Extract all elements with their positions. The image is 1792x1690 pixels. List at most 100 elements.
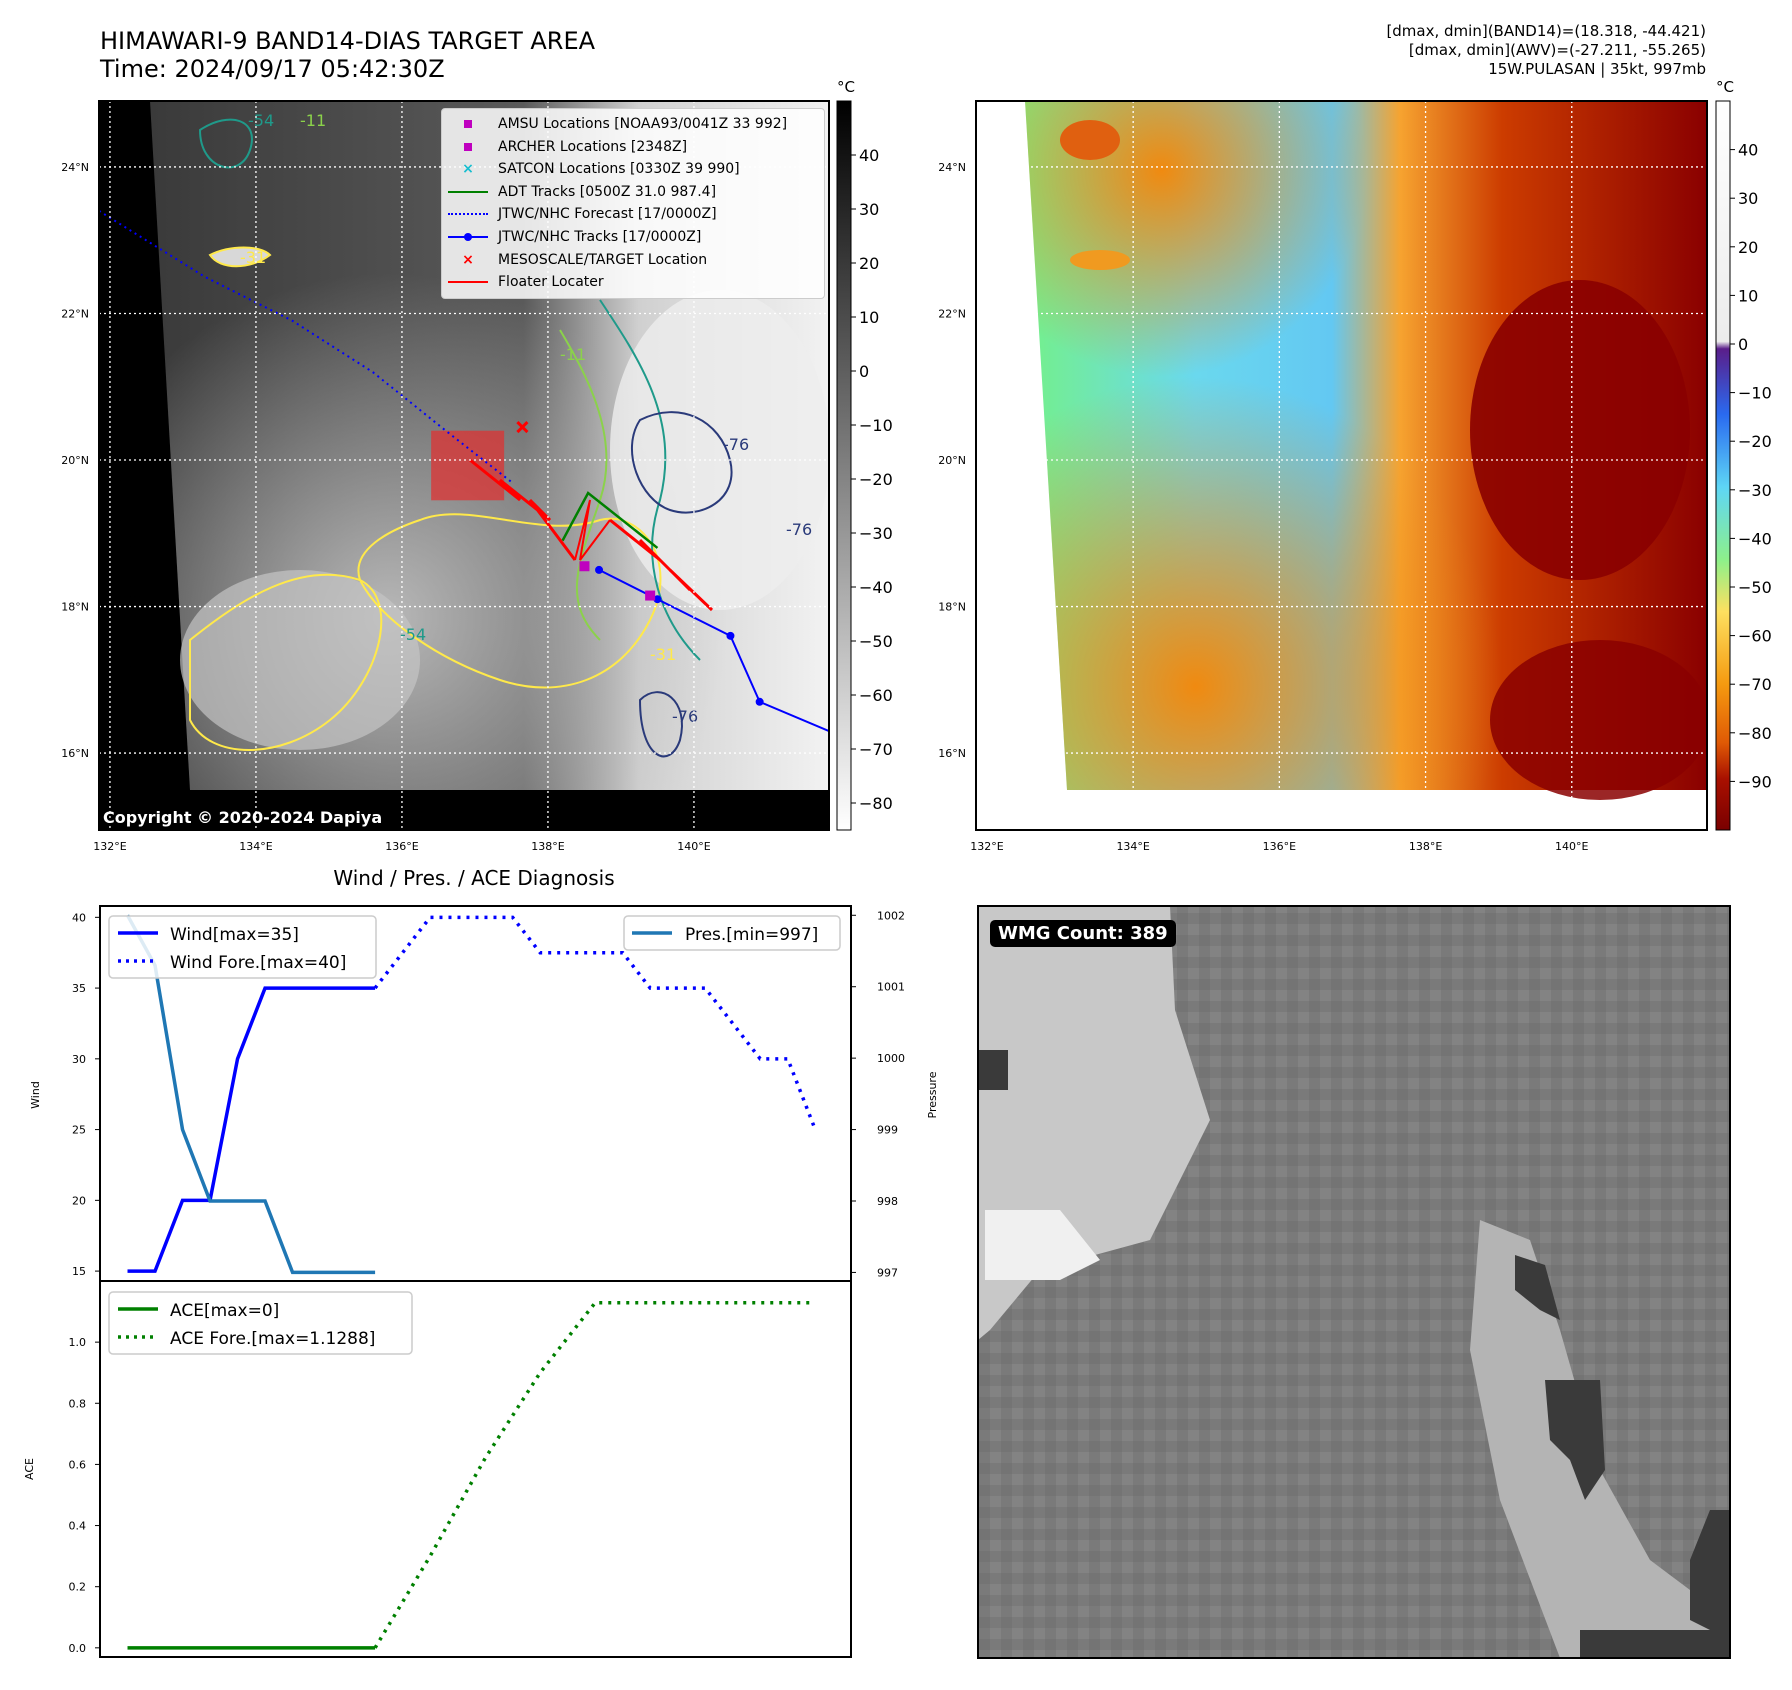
colorbar-tick-label: −30 — [1738, 481, 1772, 500]
ir-colorbar-ticks: 40 30 20 10 0 −10 −20 −30 −40 −50 −60 −70 −80 — [851, 146, 893, 813]
colorbar-tick-label: 30 — [1738, 189, 1758, 208]
wind-ylabel: Wind — [29, 1081, 42, 1109]
lon-tick-label: 136°E — [385, 840, 418, 853]
colorbar-tick-label: 40 — [1738, 141, 1758, 160]
legend-ace-label: ACE[max=0] — [170, 1301, 279, 1321]
wind-axis-ticks: 15 20 25 30 35 40 — [72, 911, 100, 1278]
ir-legend-item: JTWC/NHC Forecast [17/0000Z] — [448, 203, 818, 226]
lat-tick-label: 24°N — [61, 161, 89, 174]
colorbar-tick-label: −60 — [1738, 627, 1772, 646]
title-line2: Time: 2024/09/17 05:42:30Z — [100, 55, 445, 83]
pressure-tick-label: 1002 — [877, 909, 905, 922]
ace-tick-label: 0.4 — [69, 1520, 87, 1533]
wmg-frame — [977, 905, 1731, 1659]
legend-wind-label: Wind[max=35] — [170, 925, 299, 945]
pressure-legend[interactable]: Pres.[min=997] — [623, 915, 841, 951]
wmg-panel — [977, 905, 1731, 1659]
colorbar-tick-label: −50 — [1738, 578, 1772, 597]
wv-map — [976, 101, 1707, 830]
colorbar-tick-label: 20 — [1738, 238, 1758, 257]
ir-legend-swatch — [448, 136, 488, 159]
wv-gridlines — [976, 101, 1707, 830]
ir-colorbar-unit: °C — [837, 78, 855, 96]
ace-axis-ticks: 0.0 0.2 0.4 0.6 0.8 1.0 — [69, 1336, 100, 1655]
info-line2: [dmax, dmin](AWV)=(-27.211, -55.265) — [1408, 41, 1706, 59]
colorbar-tick-label: 0 — [859, 362, 869, 381]
colorbar-tick-label: −80 — [859, 794, 893, 813]
ir-legend-label: SATCON Locations [0330Z 39 990] — [498, 161, 740, 178]
figure-title: HIMAWARI-9 BAND14-DIAS TARGET AREA Time:… — [100, 27, 595, 83]
wmg-cold-pixels-b — [1545, 1380, 1605, 1500]
lat-tick-label: 18°N — [938, 601, 966, 614]
wv-cold-core — [1470, 280, 1690, 580]
wind-legend[interactable]: Wind[max=35] Wind Fore.[max=40] — [108, 915, 377, 979]
colorbar-tick-label: −90 — [1738, 772, 1772, 791]
contour-coldest-south — [638, 691, 683, 758]
lat-tick-label: 20°N — [61, 454, 89, 467]
contour-label: -76 — [723, 435, 749, 454]
ir-legend[interactable]: AMSU Locations [NOAA93/0041Z 33 992] ARCH… — [441, 108, 825, 299]
ir-legend-item: AMSU Locations [NOAA93/0041Z 33 992] — [448, 113, 818, 136]
jtwc-track-point — [595, 565, 604, 574]
contour-labels: -54 -11 -31 -76 -76 -76 -54 -31 -11 — [240, 111, 812, 726]
contour-label: -11 — [300, 111, 326, 130]
pressure-line — [125, 914, 376, 1275]
ir-legend-label: MESOSCALE/TARGET Location — [498, 251, 708, 268]
floater-locater-track — [469, 458, 714, 612]
copyright-label: Copyright © 2020-2024 Dapiya — [103, 808, 383, 827]
ir-legend-item: ARCHER Locations [2348Z] — [448, 136, 818, 159]
lat-tick-label: 20°N — [938, 454, 966, 467]
ir-legend-item: × MESOSCALE/TARGET Location — [448, 249, 818, 272]
wmg-count-badge: WMG Count: 389 — [990, 920, 1176, 947]
wmg-cold-pixels-e — [978, 1050, 1008, 1090]
wv-warm-north — [1025, 101, 1707, 790]
storm-info: [dmax, dmin](BAND14)=(18.318, -44.421) [… — [1386, 22, 1706, 79]
wind-forecast-line — [373, 915, 817, 1131]
colorbar-tick-label: −60 — [859, 686, 893, 705]
wmg-eye-wall — [1470, 1220, 1730, 1658]
lon-tick-label: 134°E — [239, 840, 272, 853]
colorbar-tick-label: −20 — [1738, 432, 1772, 451]
contour-south — [189, 573, 383, 751]
legend-ace-fore-label: ACE Fore.[max=1.1288] — [170, 1329, 375, 1349]
contour-north — [198, 118, 253, 169]
legend-pres-label: Pres.[min=997] — [685, 925, 818, 945]
colorbar-tick-label: −30 — [859, 524, 893, 543]
colorbar-tick-label: −50 — [859, 632, 893, 651]
wv-colorbar — [1715, 100, 1731, 831]
title-line1: HIMAWARI-9 BAND14-DIAS TARGET AREA — [100, 27, 596, 55]
ir-colorbar — [836, 100, 852, 831]
colorbar-tick-label: 30 — [859, 200, 879, 219]
ir-legend-item: ADT Tracks [0500Z 31.0 987.4] — [448, 181, 818, 204]
ir-legend-item: × SATCON Locations [0330Z 39 990] — [448, 158, 818, 181]
lat-tick-label: 16°N — [938, 747, 966, 760]
ir-legend-label: Floater Locater — [498, 274, 604, 291]
wmg-cold-pixels-a — [1515, 1255, 1560, 1320]
pressure-tick-label: 1001 — [877, 981, 905, 994]
wv-cell-b — [1070, 250, 1130, 270]
ace-forecast-line — [373, 1301, 816, 1649]
wind-series — [125, 914, 817, 1275]
ace-legend[interactable]: ACE[max=0] ACE Fore.[max=1.1288] — [108, 1291, 413, 1355]
colorbar-tick-label: −80 — [1738, 724, 1772, 743]
wmg-warmest-area — [985, 1210, 1100, 1280]
floater-locater-link — [574, 499, 611, 561]
jtwc-track-point — [755, 697, 764, 706]
amsu-location-marker — [579, 561, 590, 572]
info-line1: [dmax, dmin](BAND14)=(18.318, -44.421) — [1386, 22, 1706, 40]
ir-legend-label: ADT Tracks [0500Z 31.0 987.4] — [498, 183, 717, 200]
lon-tick-label: 140°E — [1555, 840, 1588, 853]
lon-tick-label: 132°E — [93, 840, 126, 853]
pressure-tick-label: 1000 — [877, 1052, 905, 1065]
jtwc-forecast-track — [99, 210, 513, 483]
colorbar-tick-label: 10 — [859, 308, 879, 327]
wv-cold-south — [1490, 640, 1707, 800]
contour-coldest — [631, 411, 733, 514]
lon-tick-label: 140°E — [677, 840, 710, 853]
ace-series — [127, 1301, 816, 1650]
diagnosis-title: Wind / Pres. / ACE Diagnosis — [333, 866, 614, 890]
ir-legend-swatch — [448, 226, 488, 249]
pressure-tick-label: 998 — [877, 1195, 898, 1208]
ir-legend-swatch — [448, 113, 488, 136]
pressure-tick-label: 997 — [877, 1266, 898, 1279]
